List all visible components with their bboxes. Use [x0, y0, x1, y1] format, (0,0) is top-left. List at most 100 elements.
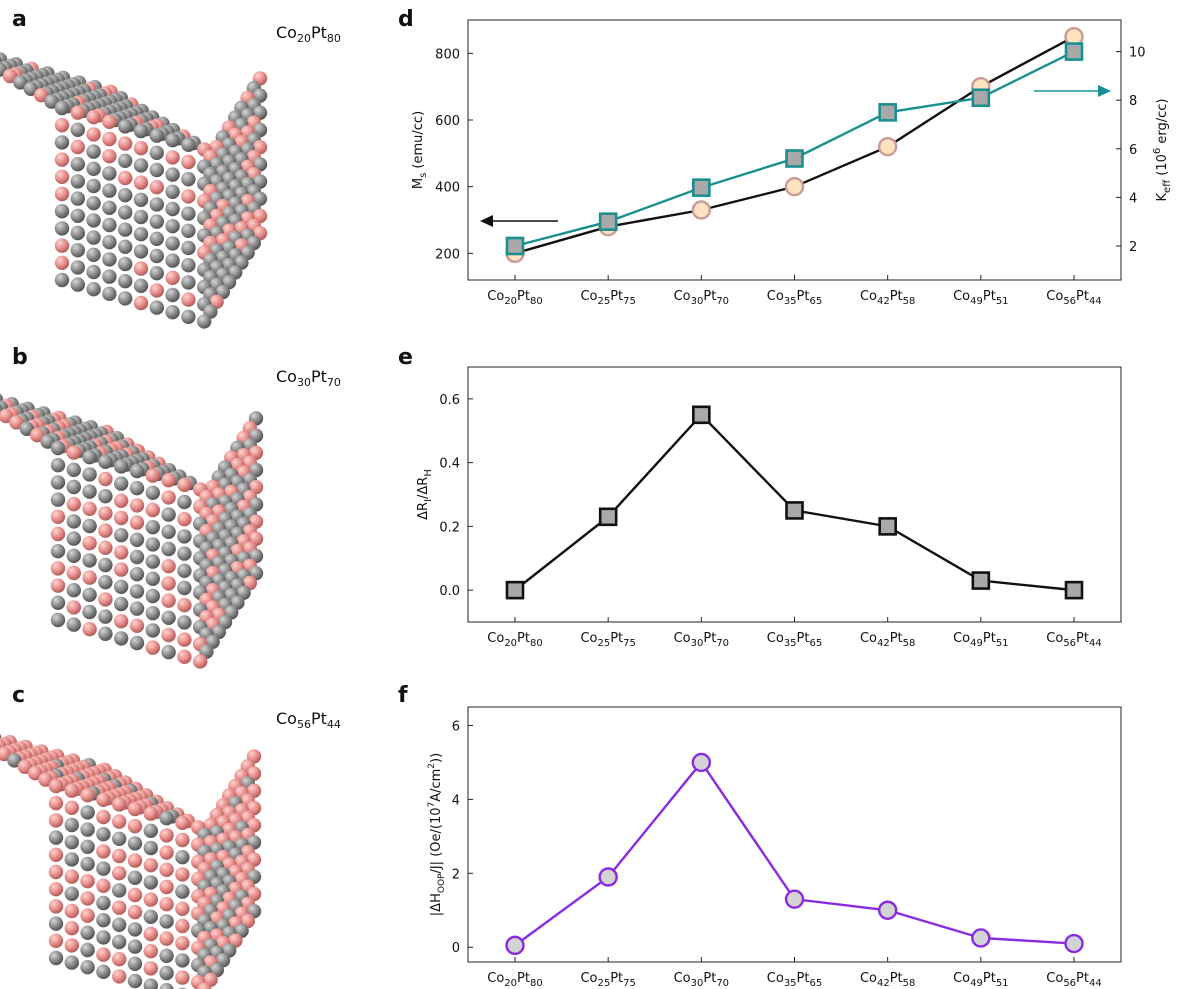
- pt-atom: [112, 797, 127, 812]
- co-atom: [66, 617, 82, 632]
- co-atom: [19, 421, 34, 436]
- x-tick-label: Co20Pt80: [487, 971, 542, 989]
- co-atom: [70, 191, 86, 206]
- co-atom: [50, 475, 66, 490]
- co-atom: [96, 827, 111, 842]
- co-atom: [133, 244, 149, 259]
- x-tick-label: Co35Pt65: [767, 289, 822, 307]
- co-atom: [114, 459, 129, 474]
- x-tick-label: Co30Pt70: [674, 289, 729, 307]
- pt-atom: [98, 471, 113, 487]
- pt-atom: [143, 944, 158, 959]
- y-tick-label: 400: [435, 181, 460, 196]
- pt-atom: [48, 899, 64, 914]
- co-atom: [181, 258, 196, 273]
- pt-atom: [112, 969, 127, 984]
- co-atom: [129, 532, 145, 547]
- pt-atom: [181, 189, 196, 204]
- co-atom: [80, 839, 95, 854]
- co-atom: [143, 823, 158, 838]
- co-atom: [50, 544, 66, 559]
- keff-data-point: [598, 212, 618, 231]
- co-atom: [159, 948, 174, 963]
- pt-atom: [114, 510, 129, 526]
- field-data-point: [1064, 933, 1084, 954]
- co-atom: [165, 167, 180, 182]
- ms-data-point: [784, 176, 805, 197]
- pt-atom: [118, 170, 133, 186]
- x-tick-label: Co42Pt58: [860, 631, 915, 649]
- pt-atom: [143, 806, 158, 821]
- panel-letter-c: c: [12, 683, 25, 708]
- co-atom: [82, 467, 97, 482]
- co-atom: [98, 489, 113, 504]
- pt-atom: [145, 640, 160, 655]
- co-atom: [70, 225, 86, 241]
- keff-data-point: [785, 149, 804, 168]
- co-atom: [145, 554, 160, 569]
- co-atom: [118, 188, 133, 203]
- x-tick-label: Co20Pt80: [487, 289, 542, 307]
- co-atom: [102, 166, 117, 181]
- co-atom: [70, 174, 86, 189]
- pt-atom: [177, 632, 192, 647]
- co-atom: [181, 309, 196, 324]
- co-atom: [118, 256, 133, 272]
- y2-axis-label: Keff (106 erg/cc): [1152, 99, 1173, 202]
- co-atom: [66, 514, 82, 529]
- co-atom: [13, 75, 28, 90]
- co-atom: [181, 172, 196, 187]
- pt-atom: [48, 813, 64, 828]
- co-atom: [165, 133, 180, 148]
- panel-letter-a: a: [12, 7, 27, 32]
- y2-tick-label: 8: [1129, 94, 1137, 109]
- co-atom: [102, 217, 117, 233]
- pt-atom: [143, 892, 158, 907]
- field-data-point: [505, 935, 525, 956]
- pt-atom: [80, 891, 95, 906]
- pt-atom: [98, 506, 113, 521]
- co-atom: [177, 580, 192, 596]
- keff-data-point: [505, 236, 525, 256]
- panel-letter-d: d: [398, 7, 414, 32]
- pt-atom: [80, 908, 95, 923]
- pt-atom: [50, 509, 66, 524]
- pt-atom: [127, 801, 143, 817]
- x-tick-label: Co20Pt80: [487, 631, 542, 649]
- co-atom: [145, 520, 160, 535]
- chart-e: Co20Pt80 Co25Pt75 Co30Pt70 Co35Pt65 Co42Pt58…: [416, 366, 1122, 649]
- co-atom: [118, 222, 133, 237]
- ratio-data-point: [1064, 580, 1084, 600]
- pt-atom: [175, 832, 190, 848]
- co-atom: [161, 610, 176, 625]
- co-atom: [145, 623, 160, 638]
- pt-atom: [70, 105, 86, 120]
- composition-label-b: Co30Pt70: [276, 367, 341, 389]
- y-tick-label: 600: [435, 114, 460, 129]
- pt-atom: [133, 141, 149, 156]
- pt-atom: [102, 114, 117, 129]
- pt-atom: [66, 497, 82, 512]
- composition-label-c: Co56Pt44: [276, 709, 341, 731]
- co-atom: [118, 205, 133, 220]
- y-tick-label: 0.2: [439, 520, 460, 535]
- co-atom: [177, 529, 192, 544]
- co-atom: [23, 81, 38, 97]
- pt-atom: [54, 255, 70, 270]
- co-atom: [102, 269, 117, 284]
- pt-atom: [175, 901, 190, 916]
- pt-atom: [161, 627, 176, 643]
- pt-atom: [129, 515, 145, 530]
- co-atom: [86, 196, 101, 211]
- co-atom: [112, 917, 127, 932]
- pt-atom: [143, 858, 158, 873]
- co-atom: [129, 567, 145, 582]
- x-tick-label: Co25Pt75: [580, 971, 635, 989]
- pt-atom: [98, 540, 113, 555]
- pt-atom: [175, 867, 190, 882]
- pt-atom: [177, 512, 192, 527]
- panel-letter-e: e: [398, 345, 413, 370]
- co-atom: [86, 144, 101, 159]
- pt-atom: [165, 270, 180, 285]
- pt-atom: [112, 814, 127, 829]
